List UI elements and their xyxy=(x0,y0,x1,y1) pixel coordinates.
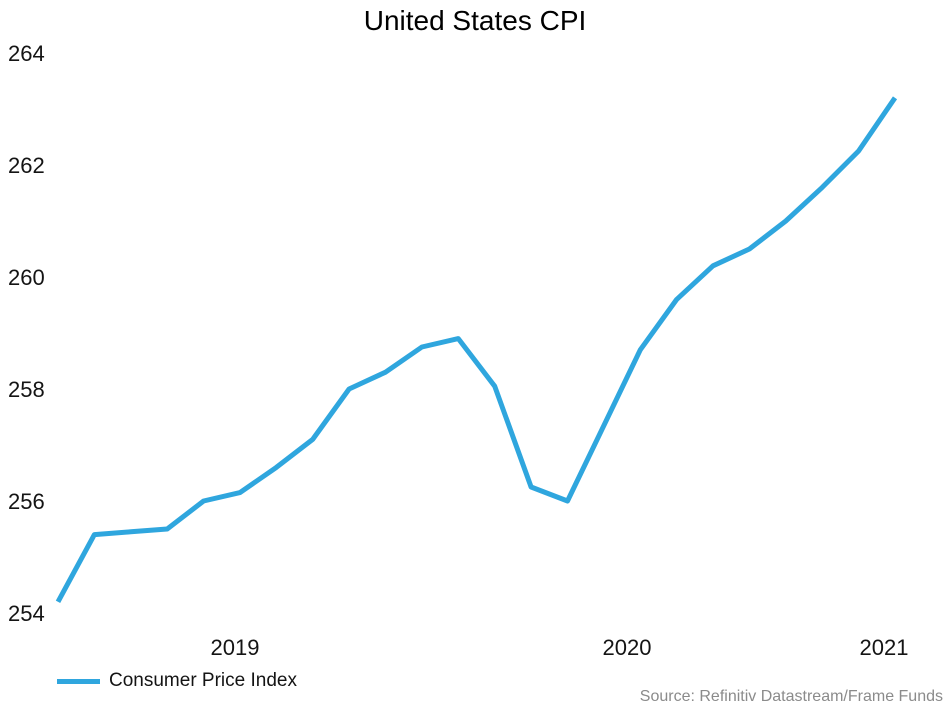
legend-line-swatch xyxy=(57,678,100,684)
chart-title: United States CPI xyxy=(363,5,587,36)
x-tick-label: 2019 xyxy=(210,635,260,660)
y-tick-label: 258 xyxy=(8,376,45,402)
cpi-line-series xyxy=(55,96,898,603)
y-tick-label: 260 xyxy=(8,264,45,290)
y-tick-label: 264 xyxy=(8,40,45,66)
y-tick-label: 254 xyxy=(8,600,45,626)
legend-label: Consumer Price Index xyxy=(109,670,297,691)
source-credit: Source: Refinitiv Datastream/Frame Funds xyxy=(639,688,943,705)
x-tick-label: 2020 xyxy=(602,635,652,660)
y-tick-label: 262 xyxy=(8,152,45,178)
legend: Consumer Price Index xyxy=(57,670,297,692)
x-tick-label: 2021 xyxy=(859,635,909,660)
y-tick-label: 256 xyxy=(8,488,45,514)
